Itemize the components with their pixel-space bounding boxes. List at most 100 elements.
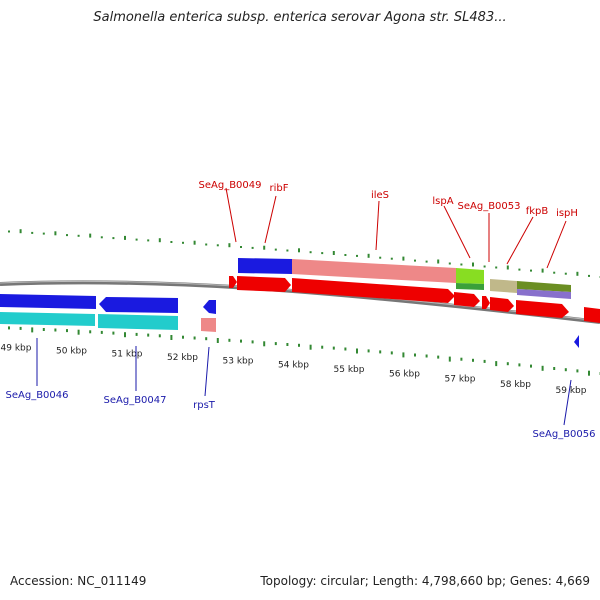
gc-tick: [332, 251, 335, 255]
label-SeAg_B0046[interactable]: SeAg_B0046: [6, 390, 69, 401]
gc-tick: [100, 330, 103, 334]
gc-tick: [309, 251, 312, 254]
gc-tick: [228, 338, 231, 342]
gc-tick: [530, 269, 532, 272]
gc-tick: [8, 326, 10, 330]
gc-tick: [367, 349, 370, 353]
gc-tick: [286, 249, 289, 252]
gene-SeAg_B0056-arrow[interactable]: [574, 335, 579, 348]
leader-lspA: [443, 205, 471, 259]
gc-tick: [274, 342, 277, 346]
gc-tick: [541, 268, 544, 273]
kbp-tick-label: 57 kbp: [445, 375, 476, 385]
gc-tick: [576, 369, 579, 373]
label-ribF[interactable]: ribF: [270, 183, 289, 194]
gc-tick: [448, 356, 451, 362]
gc-tick: [309, 344, 312, 350]
gc-tick: [344, 254, 347, 256]
gene-rpsT-arrow[interactable]: [203, 300, 216, 314]
gc-tick: [414, 259, 416, 262]
gc-tick: [390, 351, 393, 355]
gc-tick: [332, 346, 335, 350]
kbp-tick-label: 59 kbp: [556, 386, 587, 396]
label-fkpB[interactable]: fkpB: [526, 206, 549, 217]
feature-ileS[interactable]: [292, 259, 456, 283]
gc-tick: [205, 337, 208, 341]
label-rpsT[interactable]: rpsT: [193, 400, 216, 411]
feature-SeAg_B0049[interactable]: [238, 258, 292, 274]
gene-SeAg_B0053-red-arrow[interactable]: [490, 297, 514, 312]
gc-tick: [158, 238, 161, 243]
label-ispH[interactable]: ispH: [556, 208, 578, 219]
feature-ispH[interactable]: [517, 289, 571, 299]
gc-tick: [506, 265, 509, 270]
gc-tick: [356, 254, 358, 257]
cds-rpsT[interactable]: [201, 318, 216, 332]
gc-tick: [414, 353, 416, 357]
cds-SeAg_B0046[interactable]: [0, 312, 95, 326]
gc-tick: [135, 238, 138, 241]
gc-tick: [402, 352, 405, 358]
gc-tick: [356, 348, 358, 354]
gc-tick: [367, 253, 370, 258]
gc-tick: [321, 345, 324, 349]
gc-tick: [390, 257, 393, 260]
gc-tick: [483, 359, 486, 363]
gc-tick: [228, 243, 231, 248]
gene-fkpB-red-arrow[interactable]: [516, 300, 569, 318]
gc-tick: [448, 262, 451, 265]
gc-tick: [19, 326, 22, 330]
gc-tick: [112, 237, 115, 240]
feature-lspA-sub[interactable]: [456, 283, 484, 290]
gene-SeAg_B0047-arrow[interactable]: [99, 297, 178, 313]
cds-SeAg_B0047[interactable]: [98, 314, 178, 330]
label-SeAg_B0049[interactable]: SeAg_B0049: [199, 180, 262, 191]
gc-tick: [553, 367, 556, 370]
gene-lspA-red-arrow[interactable]: [454, 292, 480, 307]
gc-tick: [216, 244, 219, 247]
gc-tick: [564, 272, 567, 275]
gc-tick: [553, 271, 556, 274]
gene-start-arrow[interactable]: [229, 276, 237, 288]
gc-tick: [437, 355, 440, 359]
label-SeAg_B0053[interactable]: SeAg_B0053: [458, 201, 521, 212]
gc-tick: [54, 231, 57, 236]
leader-rpsT: [204, 346, 210, 397]
gc-tick: [42, 328, 45, 331]
gc-tick: [495, 361, 498, 367]
gc-tick: [530, 364, 532, 368]
leader-ispH: [546, 220, 567, 269]
gene-ileS-red-arrow[interactable]: [292, 278, 455, 303]
gc-tick: [483, 265, 486, 268]
gc-tick: [506, 362, 509, 366]
leader-ileS: [375, 200, 380, 251]
label-lspA[interactable]: lspA: [432, 196, 453, 207]
gc-tick: [66, 329, 68, 333]
gc-tick: [89, 233, 92, 238]
kbp-tick-label: 56 kbp: [389, 370, 420, 380]
gene-small-red-arrow[interactable]: [482, 296, 490, 309]
label-SeAg_B0056[interactable]: SeAg_B0056: [533, 429, 596, 440]
gc-tick: [170, 241, 173, 243]
label-ileS[interactable]: ileS: [371, 190, 389, 201]
gc-tick: [216, 338, 219, 343]
gc-tick: [460, 263, 463, 266]
gc-tick: [576, 271, 579, 276]
leader-SeAg_B0049: [225, 187, 237, 243]
gc-tick: [251, 246, 254, 249]
gene-ispH-red-arrow[interactable]: [584, 307, 600, 323]
gene-SeAg_B0046-arrow[interactable]: [0, 294, 96, 309]
accession-text: Accession: NC_011149: [10, 574, 147, 588]
gc-tick: [472, 358, 474, 362]
gc-tick: [240, 339, 242, 343]
gc-tick: [31, 327, 34, 333]
feature-SeAg_B0053[interactable]: [490, 279, 517, 293]
label-SeAg_B0047[interactable]: SeAg_B0047: [104, 395, 167, 406]
gc-tick: [77, 329, 80, 335]
gc-tick: [425, 260, 428, 263]
gc-tick: [472, 262, 474, 267]
feature-lspA[interactable]: [456, 268, 484, 284]
feature-fkpB[interactable]: [517, 281, 571, 292]
gene-SeAg_B0049-red-arrow[interactable]: [237, 276, 291, 292]
